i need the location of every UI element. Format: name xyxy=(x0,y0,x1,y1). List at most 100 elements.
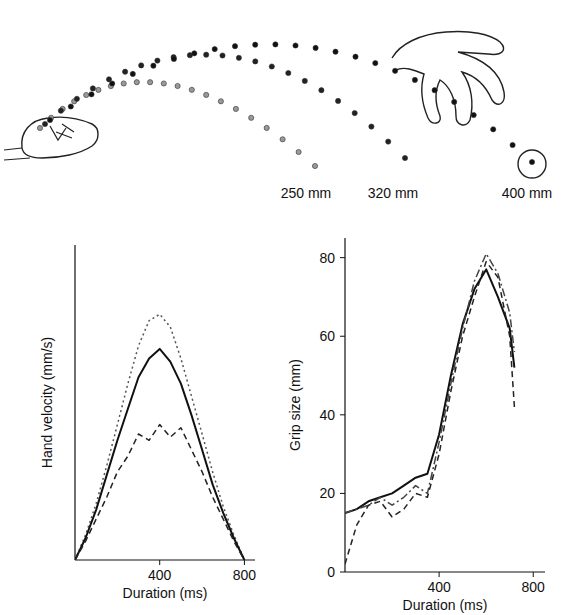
y-axis-title: Hand velocity (mm/s) xyxy=(39,337,55,468)
trajectory-dot xyxy=(393,68,398,73)
distance-label: 400 mm xyxy=(502,185,553,201)
series-line xyxy=(75,314,244,560)
trajectory-dot xyxy=(273,42,278,47)
series-line xyxy=(345,254,514,513)
trajectory-dot xyxy=(253,59,258,64)
trajectory-dot xyxy=(218,99,223,104)
trajectory-dot xyxy=(353,54,358,59)
trajectory-dot xyxy=(386,139,391,144)
series-line xyxy=(345,262,514,564)
trajectory-dot xyxy=(139,63,144,68)
trajectory-dot xyxy=(412,77,417,82)
trajectory-dot xyxy=(161,81,166,86)
trajectory-dot xyxy=(204,92,209,97)
series-line xyxy=(75,349,244,560)
reach-diagram: 250 mm 320 mm 400 mm xyxy=(4,31,552,201)
trajectory-dot xyxy=(264,125,269,130)
trajectory-dot xyxy=(352,111,357,116)
trajectory-dot xyxy=(432,88,437,93)
trajectory-dot xyxy=(123,69,128,74)
plot-area xyxy=(75,314,244,560)
trajectory-dot xyxy=(302,78,307,83)
y-tick-label: 0 xyxy=(327,564,335,580)
trajectory-dot xyxy=(110,81,115,86)
trajectory-dot xyxy=(280,137,285,142)
trajectory-dot xyxy=(249,115,254,120)
trajectory-dot xyxy=(171,56,176,61)
figure: 250 mm320 mm400 mm400800Duration (ms)Han… xyxy=(0,0,565,615)
trajectory-dot xyxy=(84,92,89,97)
x-tick xyxy=(159,560,160,565)
x-tick xyxy=(439,572,440,577)
trajectory-dot xyxy=(220,53,225,58)
trajectory-dot xyxy=(471,112,476,117)
y-axis-title: Grip size (mm) xyxy=(287,359,303,451)
trajectory-dot xyxy=(47,117,52,122)
x-tick-label: 400 xyxy=(427,579,451,595)
trajectory-dot xyxy=(121,81,126,86)
y-axis xyxy=(344,238,345,572)
x-tick-label: 400 xyxy=(148,567,172,583)
trajectory-dot xyxy=(68,104,73,109)
target-object xyxy=(518,150,546,178)
trajectory-dot xyxy=(192,51,197,56)
trajectory-dot xyxy=(96,87,101,92)
y-tick xyxy=(340,414,345,415)
trajectory-dot xyxy=(452,99,457,104)
trajectory-dot xyxy=(319,88,324,93)
hand-end xyxy=(392,31,504,124)
y-axis xyxy=(74,245,75,560)
trajectory-dot xyxy=(74,96,79,101)
trajectory-dot xyxy=(58,108,63,113)
trajectory-dot xyxy=(369,124,374,129)
trajectory-dot xyxy=(233,106,238,111)
series-line xyxy=(345,269,514,513)
trajectory-dot xyxy=(313,45,318,50)
trajectory-dot xyxy=(312,163,317,168)
trajectory-dot xyxy=(130,71,135,76)
y-tick-label: 20 xyxy=(319,485,335,501)
y-tick xyxy=(340,336,345,337)
plot-area xyxy=(345,254,514,564)
chart: 400800Duration (ms)Hand velocity (mm/s) xyxy=(39,245,256,601)
x-tick xyxy=(533,572,534,577)
trajectory-dot xyxy=(232,44,237,49)
trajectory-dot xyxy=(253,42,258,47)
trajectory-dot xyxy=(155,58,160,63)
trajectory-dot xyxy=(402,155,407,160)
trajectory-dot xyxy=(204,52,209,57)
trajectory-dot xyxy=(373,61,378,66)
x-axis xyxy=(75,559,255,560)
trajectory-dot xyxy=(37,125,42,130)
y-tick xyxy=(340,572,345,573)
y-tick-label: 40 xyxy=(319,407,335,423)
series-line xyxy=(75,425,244,560)
y-tick-label: 60 xyxy=(319,328,335,344)
trajectory-dot xyxy=(148,80,153,85)
x-tick xyxy=(244,560,245,565)
trajectory-dot xyxy=(336,98,341,103)
trajectory-dot xyxy=(189,87,194,92)
x-tick-label: 800 xyxy=(522,579,546,595)
hand-start-detail xyxy=(4,124,74,160)
trajectory-dot xyxy=(491,127,496,132)
y-tick-label: 80 xyxy=(319,250,335,266)
trajectory-dot xyxy=(151,63,156,68)
trajectory-dot xyxy=(90,86,95,91)
trajectory-dot xyxy=(286,70,291,75)
distance-label: 250 mm xyxy=(281,185,332,201)
y-tick xyxy=(340,493,345,494)
chart: 400 800 0 20 40 60 80 Duration (ms) Grip size (m… xyxy=(287,238,545,613)
trajectory-dot xyxy=(212,47,217,52)
trajectory-dot xyxy=(333,49,338,54)
trajectory-dot xyxy=(236,55,241,60)
x-axis-title: Duration (ms) xyxy=(403,597,488,613)
trajectory-dot xyxy=(269,64,274,69)
trajectory-dot xyxy=(510,142,515,147)
trajectory-dot xyxy=(89,92,94,97)
x-axis xyxy=(345,571,545,572)
trajectory-dot xyxy=(293,43,298,48)
distance-label: 320 mm xyxy=(368,185,419,201)
x-tick-label: 800 xyxy=(233,567,257,583)
trajectory-dot xyxy=(529,159,534,164)
